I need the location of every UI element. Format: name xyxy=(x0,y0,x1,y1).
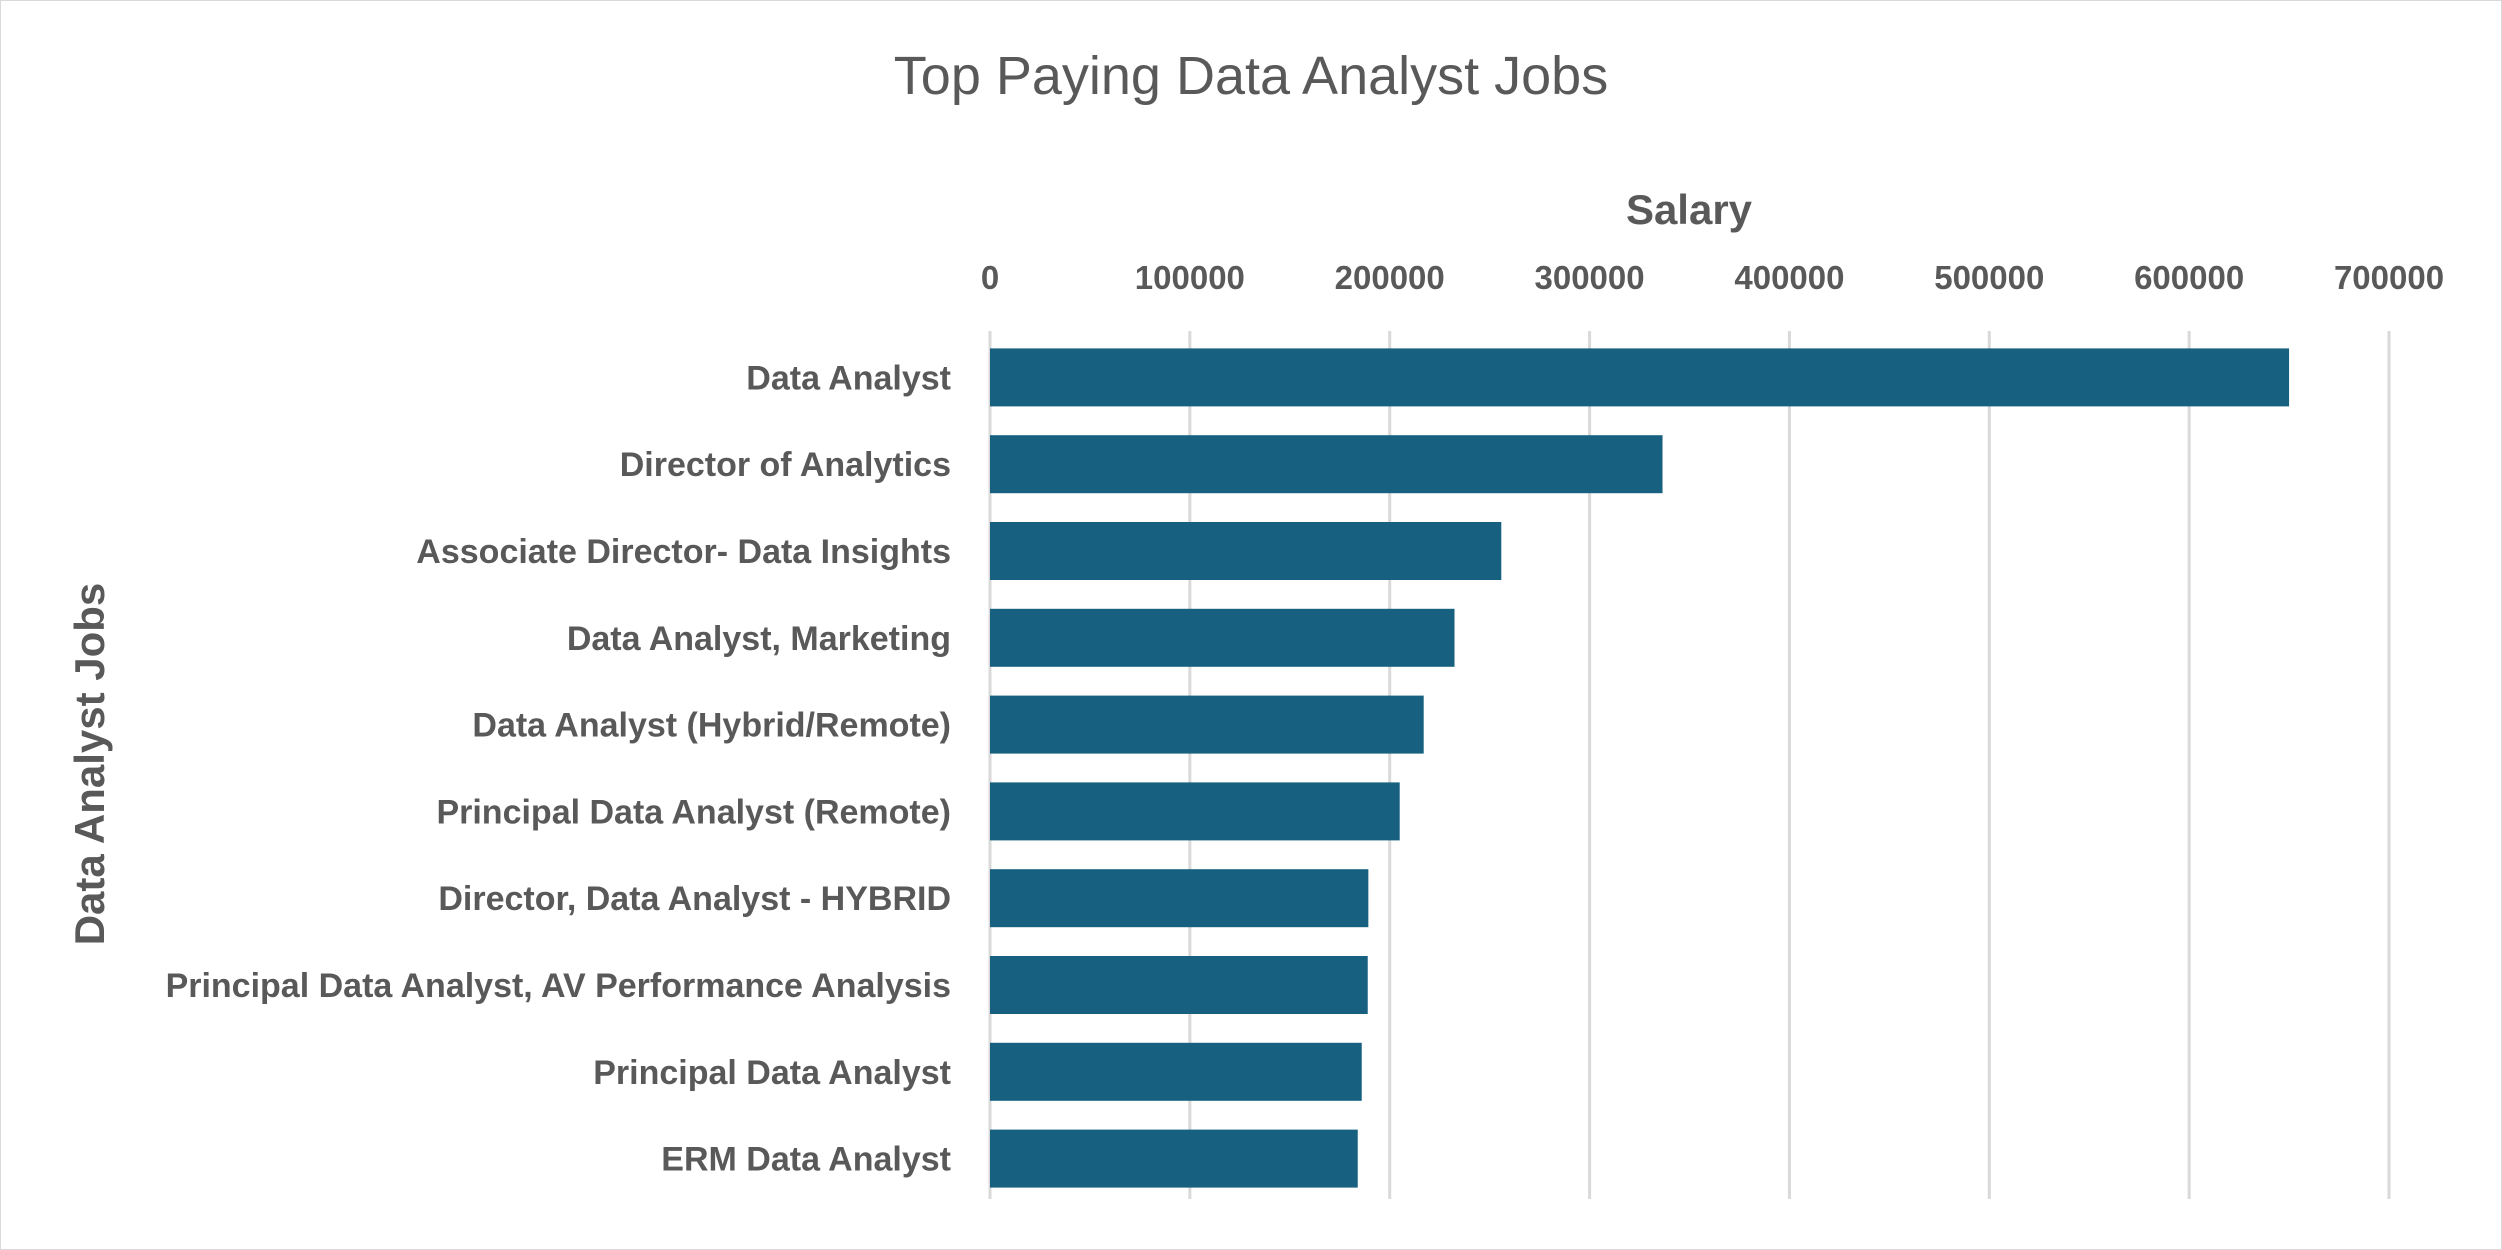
category-label: Data Analyst, Marketing xyxy=(567,620,951,658)
bar xyxy=(990,348,2290,407)
category-label: Data Analyst xyxy=(746,359,951,397)
bar xyxy=(990,1129,1358,1188)
bar xyxy=(990,695,1424,754)
bar xyxy=(990,435,1663,494)
y-axis-title: Data Analyst Jobs xyxy=(66,583,113,946)
chart-title: Top Paying Data Analyst Jobs xyxy=(894,46,1608,106)
category-label: Director of Analytics xyxy=(620,446,951,484)
category-label: Principal Data Analyst xyxy=(593,1054,951,1092)
category-label: ERM Data Analyst xyxy=(661,1141,951,1179)
category-labels: Data Analyst Director of Analytics Associa… xyxy=(166,359,951,1178)
x-tick-label: 500000 xyxy=(1934,259,2044,296)
x-tick-label: 600000 xyxy=(2134,259,2244,296)
bar xyxy=(990,608,1455,667)
category-label: Principal Data Analyst, AV Performance A… xyxy=(166,967,951,1005)
bar xyxy=(990,522,1502,580)
x-tick-label: 300000 xyxy=(1535,259,1645,296)
category-label: Associate Director- Data Insights xyxy=(416,533,951,571)
x-tick-labels: 0 100000 200000 300000 400000 500000 600000 700… xyxy=(981,259,2444,296)
x-tick-label: 400000 xyxy=(1734,259,1844,296)
x-tick-label: 200000 xyxy=(1335,259,1445,296)
category-label: Principal Data Analyst (Remote) xyxy=(436,793,951,831)
category-label: Data Analyst (Hybrid/Remote) xyxy=(472,707,951,745)
bar xyxy=(990,956,1368,1014)
bar xyxy=(990,1042,1362,1101)
category-label: Director, Data Analyst - HYBRID xyxy=(438,880,951,918)
bars xyxy=(990,348,2290,1188)
x-axis-title: Salary xyxy=(1626,186,1753,233)
x-tick-label: 700000 xyxy=(2334,259,2444,296)
bar xyxy=(990,782,1400,841)
x-tick-label: 0 xyxy=(981,259,999,296)
x-tick-label: 100000 xyxy=(1135,259,1245,296)
bar xyxy=(990,869,1369,928)
